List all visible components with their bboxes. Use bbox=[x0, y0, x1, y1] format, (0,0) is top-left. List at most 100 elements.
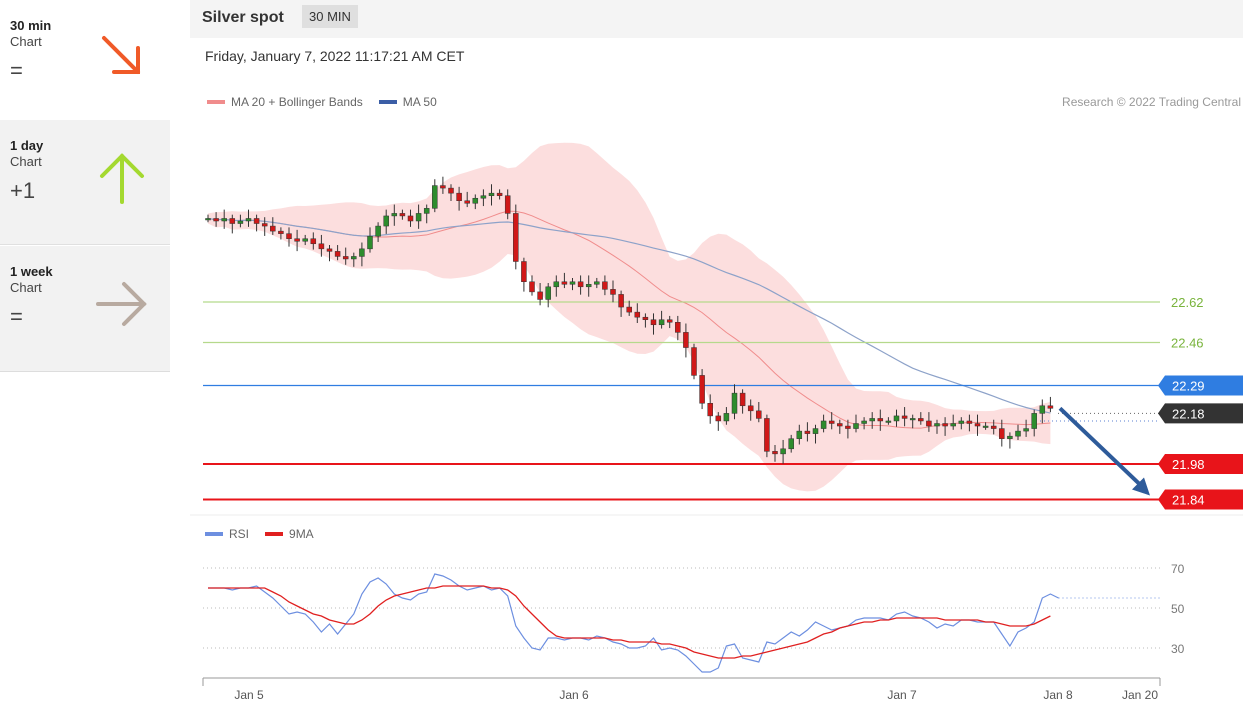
level-label: 22.18 bbox=[1172, 406, 1205, 421]
candle bbox=[934, 419, 940, 434]
candle-body bbox=[658, 319, 665, 326]
candle-body bbox=[634, 311, 641, 318]
candle bbox=[926, 412, 932, 432]
candle-body bbox=[367, 235, 373, 250]
candle bbox=[707, 394, 713, 424]
rsi-tick-label: 70 bbox=[1171, 562, 1185, 576]
candle bbox=[747, 399, 754, 421]
candle bbox=[221, 209, 227, 229]
candle-body bbox=[537, 291, 543, 300]
candle bbox=[561, 272, 568, 289]
timeframe-1day[interactable]: 1 day Chart +1 bbox=[0, 120, 170, 245]
candle bbox=[1039, 399, 1046, 424]
candle bbox=[974, 414, 981, 436]
candle-body bbox=[261, 223, 268, 227]
candle-body bbox=[432, 185, 438, 209]
candle-body bbox=[480, 195, 487, 199]
candle-body bbox=[213, 218, 219, 222]
candle bbox=[642, 313, 649, 328]
candle bbox=[893, 409, 900, 427]
right-arrow-icon bbox=[96, 282, 147, 326]
candle bbox=[261, 217, 268, 236]
timeframe-badge[interactable]: 30 MIN bbox=[302, 5, 358, 28]
candle bbox=[342, 247, 349, 265]
candle bbox=[780, 439, 786, 464]
candle-body bbox=[942, 423, 948, 427]
timeframe-30min[interactable]: 30 min Chart = bbox=[0, 0, 170, 120]
candle bbox=[982, 422, 989, 430]
candle bbox=[351, 252, 357, 267]
level-label: 22.29 bbox=[1172, 379, 1205, 394]
candle-body bbox=[415, 213, 422, 222]
candle bbox=[415, 204, 422, 229]
candle-body bbox=[391, 213, 398, 217]
candle-body bbox=[739, 392, 746, 407]
candle bbox=[359, 242, 365, 267]
legend-label: 9MA bbox=[289, 527, 314, 541]
candle-body bbox=[440, 185, 446, 189]
timeframe-1week[interactable]: 1 week Chart = bbox=[0, 246, 170, 372]
candle bbox=[569, 277, 576, 291]
candle bbox=[723, 407, 730, 425]
candle-body bbox=[828, 420, 835, 424]
candle-body bbox=[569, 281, 576, 285]
candle bbox=[407, 209, 414, 227]
candle bbox=[853, 414, 859, 433]
legend-label: MA 50 bbox=[402, 95, 437, 109]
bollinger-band bbox=[208, 142, 1051, 492]
candle bbox=[739, 389, 746, 414]
candle bbox=[666, 315, 673, 329]
candle-body bbox=[326, 248, 333, 252]
candle-body bbox=[747, 405, 754, 412]
candle-body bbox=[683, 332, 689, 348]
candle bbox=[1047, 396, 1054, 413]
candle-body bbox=[375, 225, 381, 237]
level-support: 21.84 bbox=[203, 489, 1243, 510]
candle-body bbox=[666, 319, 673, 323]
candle-body bbox=[529, 281, 535, 293]
timestamp: Friday, January 7, 2022 11:17:21 AM CET bbox=[205, 48, 465, 64]
candle bbox=[286, 227, 292, 247]
candle-body bbox=[837, 423, 843, 427]
price-legend: MA 20 + Bollinger Bands MA 50 bbox=[207, 95, 453, 109]
candle bbox=[205, 214, 211, 223]
legend-item: 9MA bbox=[265, 527, 314, 541]
candle-body bbox=[958, 420, 965, 424]
candle bbox=[602, 275, 608, 296]
candle bbox=[367, 227, 373, 253]
candle bbox=[788, 434, 794, 453]
legend-item: RSI bbox=[205, 527, 249, 541]
level-label: 21.84 bbox=[1172, 492, 1205, 507]
candle bbox=[885, 417, 892, 425]
candle-body bbox=[253, 218, 260, 224]
candle bbox=[488, 184, 495, 206]
timeframe-period: 1 week bbox=[10, 264, 53, 279]
candle-body bbox=[294, 238, 300, 242]
rsi-9ma-line bbox=[208, 585, 1051, 659]
level-label: 22.62 bbox=[1171, 295, 1204, 310]
candle-body bbox=[359, 248, 365, 257]
level-resistance: 22.46 bbox=[203, 336, 1204, 351]
candle-body bbox=[618, 294, 624, 308]
candle-body bbox=[893, 415, 900, 422]
candle bbox=[270, 217, 276, 235]
timeframe-label: Chart bbox=[10, 34, 42, 49]
x-tick-label: Jan 7 bbox=[887, 688, 917, 702]
candle-body bbox=[926, 420, 932, 427]
candle-body bbox=[1047, 405, 1054, 409]
candle bbox=[699, 369, 705, 410]
candle bbox=[1015, 424, 1021, 440]
candle bbox=[213, 212, 219, 227]
forecast-arrow-head bbox=[1132, 477, 1150, 496]
candle bbox=[610, 280, 616, 303]
x-tick-label: Jan 5 bbox=[234, 688, 264, 702]
candle-body bbox=[909, 418, 916, 421]
candle bbox=[440, 176, 446, 194]
candle-body bbox=[918, 418, 924, 422]
candle-body bbox=[1039, 405, 1046, 414]
candle bbox=[326, 245, 333, 262]
candle-body bbox=[788, 438, 794, 450]
candle-body bbox=[205, 218, 211, 221]
candle bbox=[901, 407, 908, 427]
candle-body bbox=[999, 428, 1005, 439]
